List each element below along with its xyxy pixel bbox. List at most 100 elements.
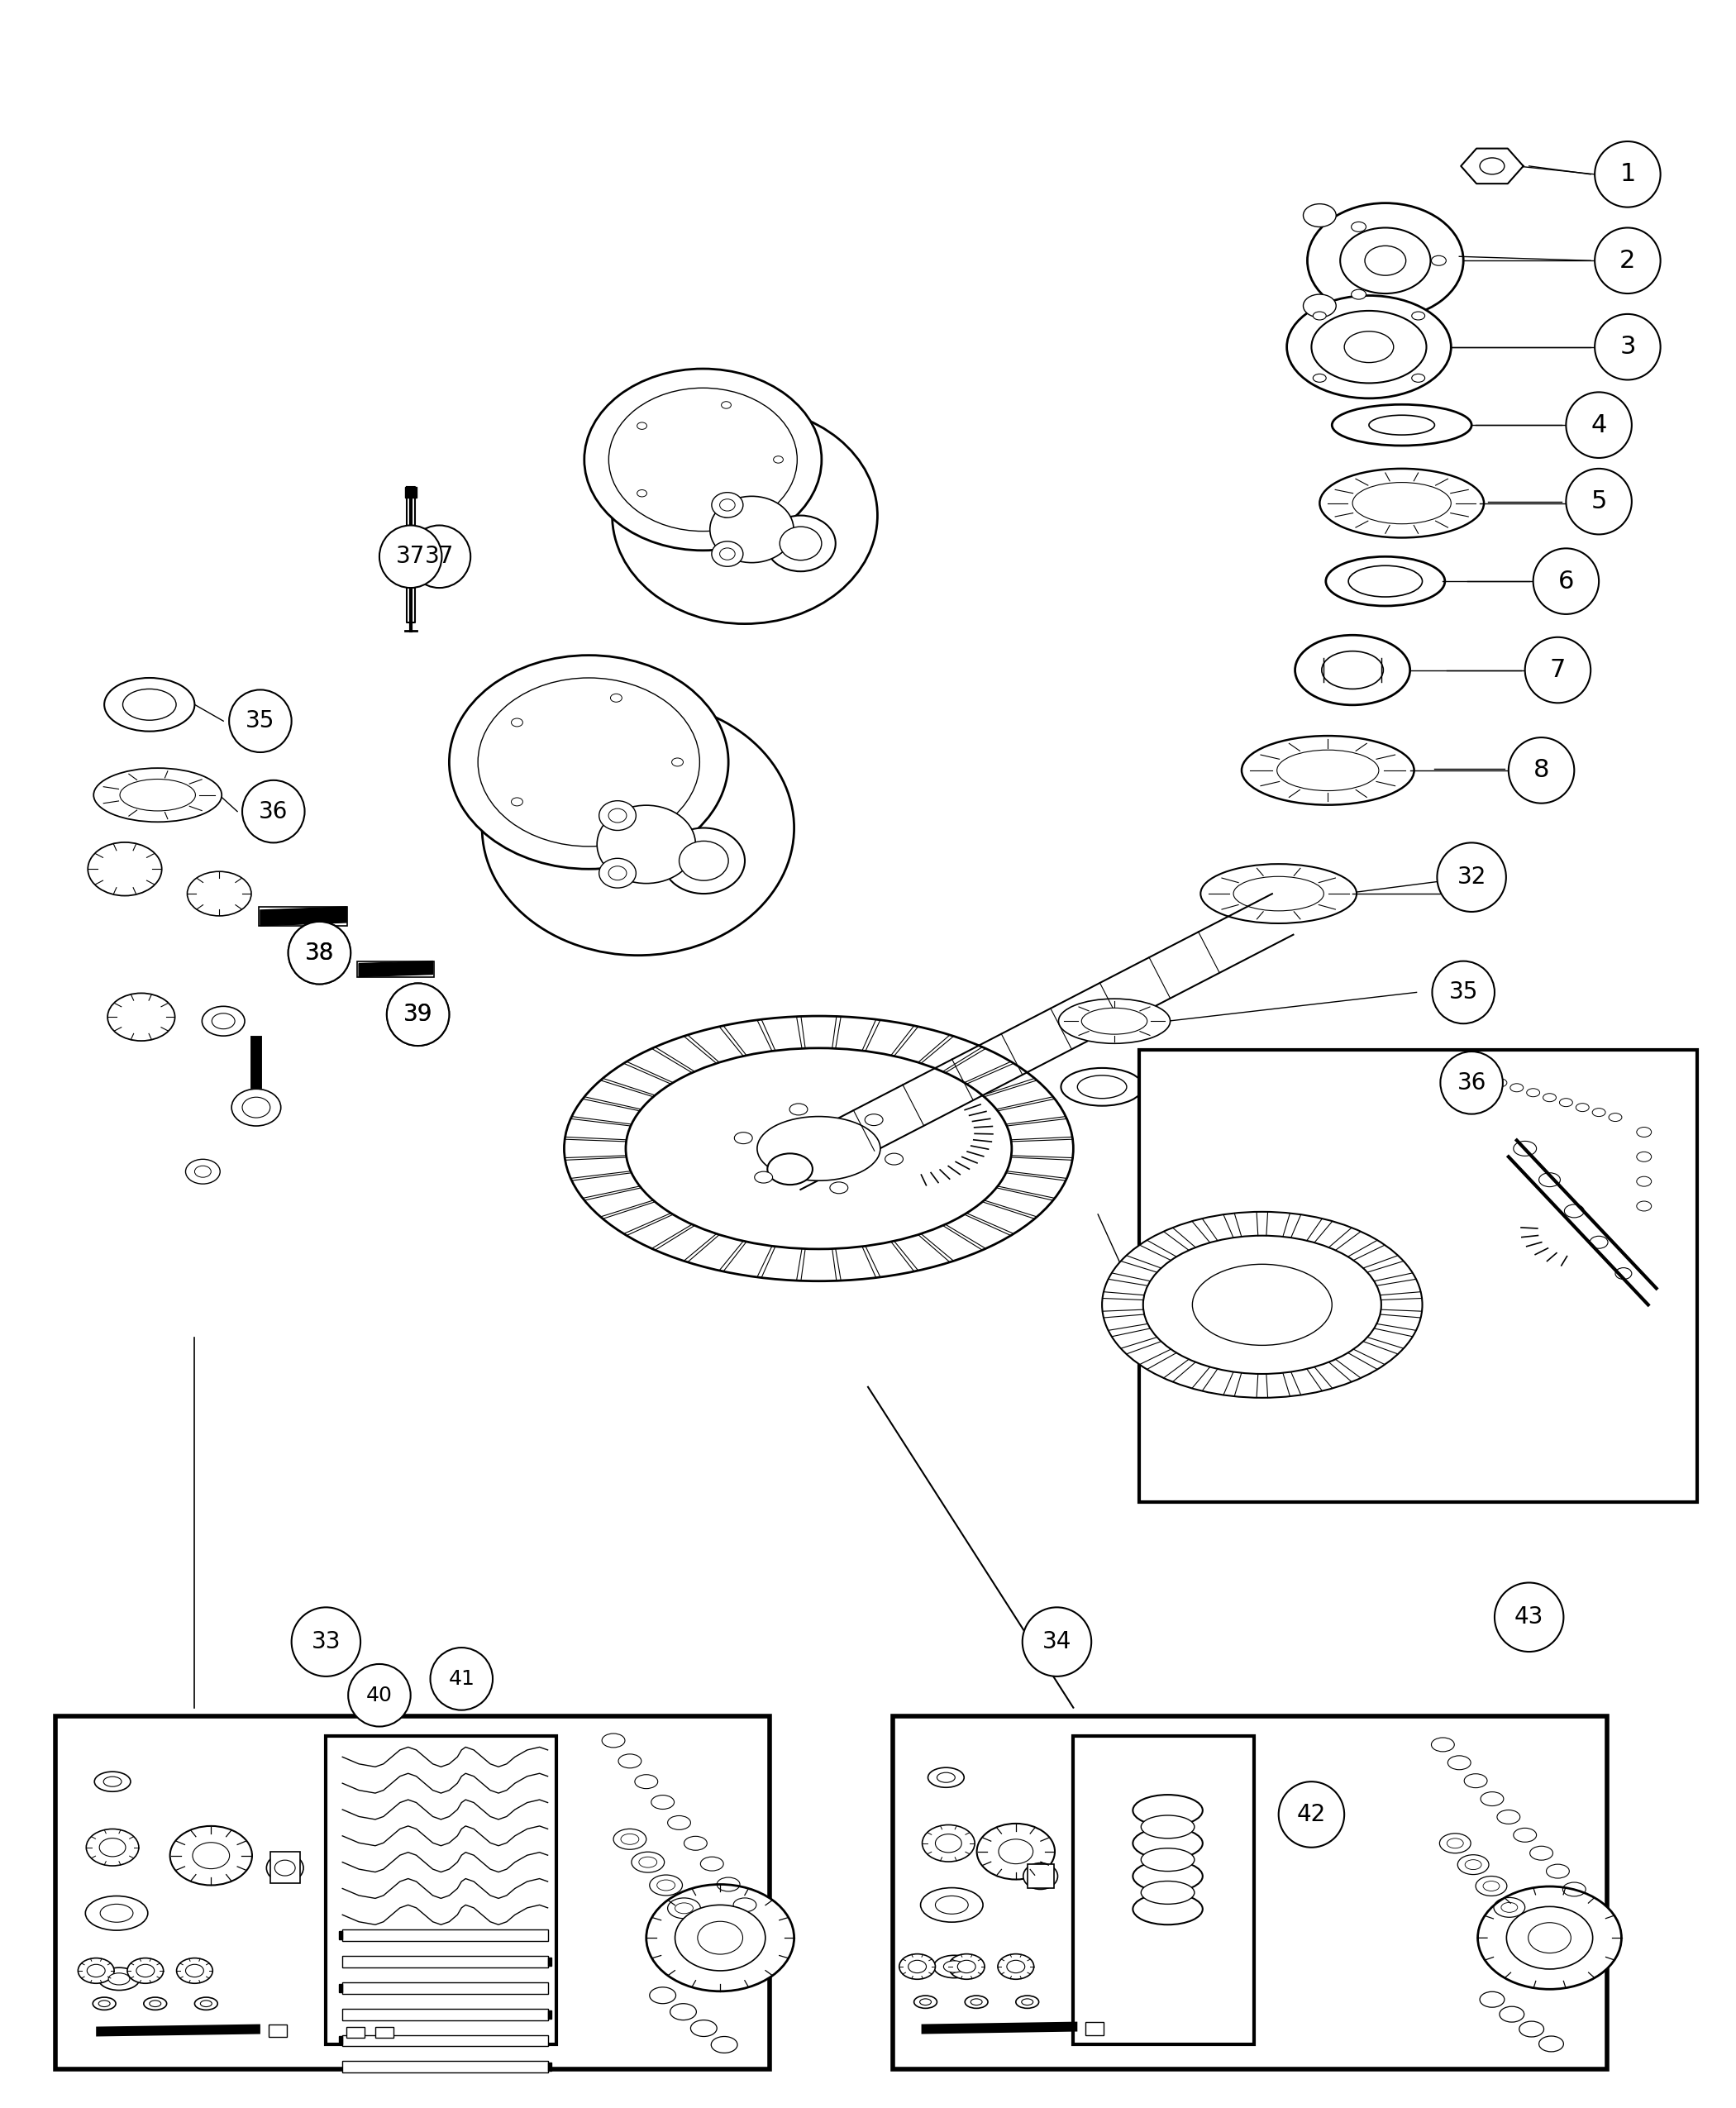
Ellipse shape xyxy=(1142,1235,1382,1374)
Bar xyxy=(375,2026,394,2038)
Polygon shape xyxy=(342,2062,549,2072)
Ellipse shape xyxy=(101,1904,134,1922)
Ellipse shape xyxy=(1432,255,1446,266)
Ellipse shape xyxy=(1528,1922,1571,1952)
Ellipse shape xyxy=(99,2000,109,2007)
Ellipse shape xyxy=(1340,228,1430,293)
Ellipse shape xyxy=(977,1823,1055,1880)
Ellipse shape xyxy=(266,1853,304,1882)
Ellipse shape xyxy=(597,805,696,883)
Text: 2: 2 xyxy=(1620,249,1635,272)
Text: 42: 42 xyxy=(1297,1802,1326,1826)
Ellipse shape xyxy=(170,1826,252,1885)
Ellipse shape xyxy=(1021,1998,1033,2005)
Ellipse shape xyxy=(720,548,734,561)
Circle shape xyxy=(1524,637,1590,702)
Ellipse shape xyxy=(611,822,621,831)
Ellipse shape xyxy=(965,1996,988,2009)
Circle shape xyxy=(1023,1606,1092,1676)
Circle shape xyxy=(431,1648,493,1710)
Ellipse shape xyxy=(609,866,627,881)
Ellipse shape xyxy=(675,1906,766,1971)
Ellipse shape xyxy=(94,767,222,822)
Ellipse shape xyxy=(85,1895,148,1931)
Text: 40: 40 xyxy=(366,1686,392,1705)
Ellipse shape xyxy=(1352,483,1451,525)
Ellipse shape xyxy=(1241,736,1415,805)
Circle shape xyxy=(387,982,450,1046)
Polygon shape xyxy=(342,1956,549,1967)
Ellipse shape xyxy=(564,1016,1073,1282)
Ellipse shape xyxy=(1364,247,1406,276)
Ellipse shape xyxy=(998,1838,1033,1863)
Ellipse shape xyxy=(99,1967,139,1990)
Ellipse shape xyxy=(187,871,252,915)
Ellipse shape xyxy=(1311,310,1427,384)
Circle shape xyxy=(288,921,351,984)
Ellipse shape xyxy=(663,828,745,894)
Ellipse shape xyxy=(1477,1887,1621,1990)
Ellipse shape xyxy=(1411,373,1425,382)
Ellipse shape xyxy=(611,694,621,702)
Ellipse shape xyxy=(231,1090,281,1126)
Circle shape xyxy=(1595,314,1660,379)
Text: 33: 33 xyxy=(311,1629,340,1653)
Ellipse shape xyxy=(1370,415,1434,434)
Ellipse shape xyxy=(186,1159,220,1185)
Ellipse shape xyxy=(1344,331,1394,363)
Ellipse shape xyxy=(1307,202,1463,318)
Ellipse shape xyxy=(1134,1828,1203,1859)
Ellipse shape xyxy=(774,455,783,464)
Text: 38: 38 xyxy=(306,942,333,965)
Ellipse shape xyxy=(512,719,523,727)
Circle shape xyxy=(1279,1781,1344,1847)
Ellipse shape xyxy=(104,679,194,731)
Ellipse shape xyxy=(1295,635,1410,704)
Circle shape xyxy=(1437,843,1507,913)
Ellipse shape xyxy=(1479,158,1505,175)
Ellipse shape xyxy=(712,542,743,567)
Ellipse shape xyxy=(734,1132,752,1145)
Ellipse shape xyxy=(885,1153,903,1166)
Ellipse shape xyxy=(1082,1008,1147,1035)
Text: 3: 3 xyxy=(1620,335,1635,358)
Text: 32: 32 xyxy=(1457,866,1486,890)
Ellipse shape xyxy=(1061,1069,1142,1107)
Ellipse shape xyxy=(1278,750,1378,790)
Polygon shape xyxy=(339,1984,342,1992)
Ellipse shape xyxy=(1286,295,1451,398)
Ellipse shape xyxy=(599,858,635,887)
Ellipse shape xyxy=(934,1956,974,1977)
Ellipse shape xyxy=(672,759,684,765)
Text: 36: 36 xyxy=(259,799,288,822)
Ellipse shape xyxy=(108,993,175,1041)
Circle shape xyxy=(1595,141,1660,207)
Ellipse shape xyxy=(609,388,797,531)
Circle shape xyxy=(1495,1583,1564,1653)
Ellipse shape xyxy=(89,843,161,896)
Ellipse shape xyxy=(104,1777,122,1788)
Ellipse shape xyxy=(720,500,734,510)
Ellipse shape xyxy=(936,1834,962,1853)
Text: 38: 38 xyxy=(306,942,333,965)
Polygon shape xyxy=(342,1929,549,1941)
Ellipse shape xyxy=(865,1113,884,1126)
Polygon shape xyxy=(260,906,347,925)
Text: 37: 37 xyxy=(396,546,425,569)
Circle shape xyxy=(408,525,470,588)
Ellipse shape xyxy=(646,1885,793,1992)
Circle shape xyxy=(380,525,441,588)
Ellipse shape xyxy=(1234,877,1325,911)
Ellipse shape xyxy=(1059,999,1170,1043)
Ellipse shape xyxy=(790,1105,807,1115)
Ellipse shape xyxy=(123,689,175,721)
Ellipse shape xyxy=(998,1954,1035,1979)
Ellipse shape xyxy=(1201,864,1356,923)
Polygon shape xyxy=(1462,148,1522,183)
Text: 35: 35 xyxy=(1450,980,1477,1003)
Ellipse shape xyxy=(1007,1960,1024,1973)
Ellipse shape xyxy=(722,401,731,409)
Ellipse shape xyxy=(625,1048,1012,1250)
Bar xyxy=(347,2026,365,2038)
Ellipse shape xyxy=(920,1889,983,1922)
